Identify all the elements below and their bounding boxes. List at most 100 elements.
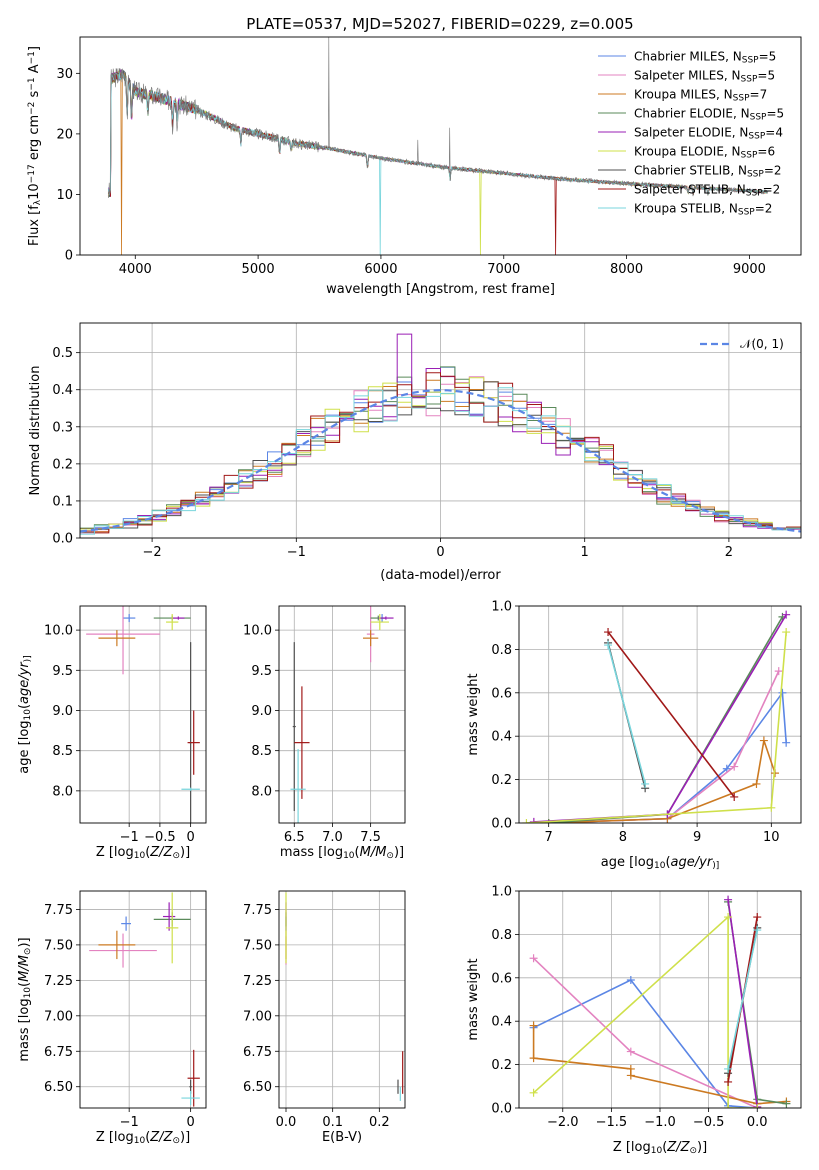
y-tick-label: 0.4 [52,383,73,398]
x-tick-label: −1.5 [596,1115,628,1130]
histogram-step [80,381,801,533]
y-tick-label: 6.75 [44,1045,73,1060]
plus-marker [724,895,733,904]
weight-line [607,631,735,798]
x-tick-label: −1 [287,545,306,560]
y-axis-label: Normed distribution [28,366,43,496]
y-tick-label: 20 [56,127,73,142]
legend-entry: Chabrier STELIB, NSSP=2 [634,164,782,180]
y-tick-label: 0.2 [491,773,512,788]
errorbars [86,606,200,823]
x-axis-label: wavelength [Angstrom, rest frame] [326,282,555,297]
x-tick-label: −0.5 [144,830,176,845]
x-axis-label: Z [log10(Z/Z⊙)] [613,1140,707,1156]
y-tick-label: 1.0 [491,600,512,615]
plus-marker [782,1099,791,1108]
plus-marker [753,1104,762,1108]
x-tick-label: 5000 [242,262,275,277]
plus-marker [782,610,791,619]
x-axis-label: age [log10(age/yr)] [601,855,719,871]
plus-marker [752,779,761,788]
x-tick-label: 10 [763,830,780,845]
weight-line [533,978,758,1108]
histograms [80,333,801,535]
x-tick-label: −1 [120,830,139,845]
weight-line [548,616,784,823]
y-tick-label: 0.0 [491,817,512,832]
y-tick-label: 8.0 [251,784,272,799]
y-tick-label: 7.50 [243,938,272,953]
y-tick-label: 7.00 [44,1009,73,1024]
y-tick-label: 0.8 [491,643,512,658]
histogram-step [80,372,801,534]
axes-frame [79,36,802,256]
y-tick-label: 10.0 [243,624,272,639]
x-tick-label: 0 [186,830,194,845]
legend-entry: Kroupa MILES, NSSP=7 [634,88,767,104]
y-tick-label: 0.6 [491,971,512,986]
plus-marker [604,628,613,637]
plus-marker [529,1021,538,1030]
x-tick-label: 0.0 [747,1115,768,1130]
y-tick-label: 1.0 [491,885,512,900]
y-tick-label: 7.25 [243,974,272,989]
spectrum-lines [107,37,769,255]
y-axis-label: age [log10(age/yr)] [17,655,33,773]
plus-marker [724,1077,733,1086]
y-tick-label: 9.0 [251,704,272,719]
y-tick-label: 7.50 [44,938,73,953]
weight-line [533,915,758,1108]
extinction-mass-panel: 0.0 0.1 0.2 6.50 6.75 7.00 7.25 7.50 7.75 E(B-V) [243,890,406,1145]
mass-age-panel: 6.5 7.0 7.5 8.0 8.5 9.0 9.5 10.0 mass [log10(M/M… [243,605,406,861]
chart-title: PLATE=0537, MJD=52027, FIBERID=0229, z=0… [246,15,633,33]
plus-marker [529,1054,538,1063]
legend-entry: Chabrier ELODIE, NSSP=5 [634,107,784,123]
y-tick-label: 7.25 [44,974,73,989]
x-tick-label: 2 [725,545,733,560]
plus-marker [724,1064,733,1073]
errorbars [285,892,404,1101]
y-tick-label: 6.50 [44,1080,73,1095]
residual-histogram-panel: −2 −1 0 1 2 0.0 0.1 0.2 0.3 0.4 0.5 (data-model)/er… [28,322,802,583]
weight-line [526,631,787,823]
axes-frame [79,890,207,1109]
y-tick-label: 0.2 [52,457,73,472]
y-tick-label: 0.0 [491,1102,512,1117]
legend-entry: Kroupa STELIB, NSSP=2 [634,202,772,218]
y-tick-label: 10.0 [44,624,73,639]
metallicity-age-panel: −1 −0.5 0 8.0 8.5 9.0 9.5 10.0 Z [log10(Z/Z⊙)] ag… [17,605,207,861]
weight-line [548,670,780,823]
age-weight-panel: 7 8 9 10 0.0 0.2 0.4 0.6 0.8 1.0 age [log10(age/yr… [466,600,802,871]
plus-marker [604,641,613,650]
plus-marker [730,762,739,771]
axes-frame [79,605,207,824]
plus-marker [767,803,776,812]
x-tick-label: −0.5 [693,1115,725,1130]
observed-spectrum-line [108,37,768,199]
plus-marker [522,819,531,823]
x-tick-label: 0 [436,545,444,560]
axes-frame [518,890,802,1109]
y-axis-label: mass [log10(M/M⊙)] [17,937,33,1061]
metallicity-mass-panel: −1 0 6.50 6.75 7.00 7.25 7.50 7.75 Z [log10(Z/Z⊙… [17,890,207,1146]
legend-entry: Salpeter MILES, NSSP=5 [634,69,775,85]
legend-entry: 𝒩(0, 1) [740,337,784,351]
plus-marker [529,954,538,963]
x-tick-label: −1.0 [644,1115,676,1130]
weight-line [533,957,758,1108]
histogram-step [80,366,801,529]
x-axis-label: (data-model)/error [380,568,501,583]
y-axis-label: Flux [fλ10−17 erg cm−2 s−1 A−1] [27,46,43,246]
y-tick-label: 30 [56,67,73,82]
y-tick-label: 7.75 [44,903,73,918]
y-tick-label: 6.50 [243,1080,272,1095]
plus-marker [759,736,768,745]
y-tick-label: 8.0 [52,784,73,799]
legend-entry: Salpeter ELODIE, NSSP=4 [634,126,783,142]
spectrum-panel: 4000 5000 6000 7000 8000 9000 0 10 20 30 PLATE=053… [27,15,802,297]
x-tick-label: 8000 [610,262,643,277]
y-tick-label: 0.3 [52,420,73,435]
axes-frame [278,605,406,824]
plus-marker [753,913,762,922]
x-axis-label: Z [log10(Z/Z⊙)] [96,845,190,861]
